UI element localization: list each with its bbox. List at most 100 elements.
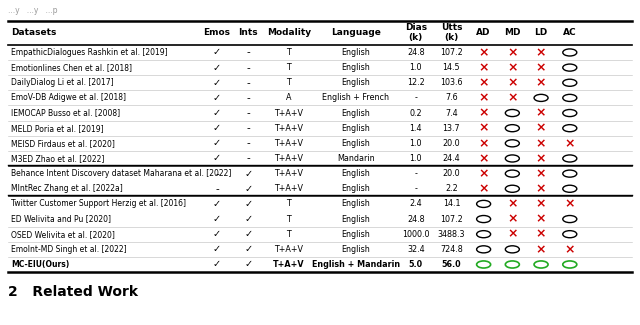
Text: ×: × xyxy=(507,61,518,74)
Text: EmoInt-MD Singh et al. [2022]: EmoInt-MD Singh et al. [2022] xyxy=(11,245,127,254)
Text: ×: × xyxy=(536,76,547,89)
Text: Mandarin: Mandarin xyxy=(337,154,374,163)
Text: T+A+V: T+A+V xyxy=(275,169,303,178)
Text: ✓: ✓ xyxy=(213,123,221,133)
Text: ✓: ✓ xyxy=(244,184,252,194)
Text: ✓: ✓ xyxy=(213,214,221,224)
Text: ×: × xyxy=(478,182,489,195)
Text: MEISD Firdaus et al. [2020]: MEISD Firdaus et al. [2020] xyxy=(11,139,115,148)
Text: MELD Poria et al. [2019]: MELD Poria et al. [2019] xyxy=(11,124,104,133)
Text: EmpathicDialogues Rashkin et al. [2019]: EmpathicDialogues Rashkin et al. [2019] xyxy=(11,48,168,57)
Text: -: - xyxy=(246,47,250,58)
Text: -: - xyxy=(415,93,417,102)
Text: 7.4: 7.4 xyxy=(445,109,458,118)
Text: ×: × xyxy=(564,243,575,256)
Text: 24.8: 24.8 xyxy=(407,214,425,224)
Text: OSED Welivita et al. [2020]: OSED Welivita et al. [2020] xyxy=(11,230,115,239)
Text: EmoV-DB Adigwe et al. [2018]: EmoV-DB Adigwe et al. [2018] xyxy=(11,93,126,102)
Text: ×: × xyxy=(536,152,547,165)
Text: ✓: ✓ xyxy=(213,93,221,103)
Text: ✓: ✓ xyxy=(244,244,252,254)
Text: ×: × xyxy=(507,228,518,241)
Text: 724.8: 724.8 xyxy=(440,245,463,254)
Text: 1.0: 1.0 xyxy=(410,139,422,148)
Text: 107.2: 107.2 xyxy=(440,214,463,224)
Text: Modality: Modality xyxy=(267,28,311,37)
Text: ✓: ✓ xyxy=(244,259,252,269)
Text: LD: LD xyxy=(534,28,548,37)
Text: English: English xyxy=(342,184,371,193)
Text: T: T xyxy=(287,63,291,72)
Text: -: - xyxy=(246,108,250,118)
Text: English: English xyxy=(342,169,371,178)
Text: 56.0: 56.0 xyxy=(442,260,461,269)
Text: 20.0: 20.0 xyxy=(443,139,460,148)
Text: ×: × xyxy=(536,46,547,59)
Text: -: - xyxy=(246,78,250,88)
Text: ×: × xyxy=(536,122,547,135)
Text: English: English xyxy=(342,245,371,254)
Text: ×: × xyxy=(478,107,489,120)
Text: 24.4: 24.4 xyxy=(443,154,460,163)
Text: ×: × xyxy=(536,167,547,180)
Text: ×: × xyxy=(478,137,489,150)
Text: -: - xyxy=(246,63,250,72)
Text: T: T xyxy=(287,214,291,224)
Text: T: T xyxy=(287,230,291,239)
Text: ×: × xyxy=(536,182,547,195)
Text: English: English xyxy=(342,63,371,72)
Text: English: English xyxy=(342,200,371,208)
Text: ×: × xyxy=(478,122,489,135)
Text: 0.2: 0.2 xyxy=(410,109,422,118)
Text: ×: × xyxy=(507,91,518,104)
Text: ✓: ✓ xyxy=(244,169,252,179)
Text: 107.2: 107.2 xyxy=(440,48,463,57)
Text: 1.0: 1.0 xyxy=(410,63,422,72)
Text: 2   Related Work: 2 Related Work xyxy=(8,285,138,299)
Text: ✓: ✓ xyxy=(213,244,221,254)
Text: ×: × xyxy=(478,167,489,180)
Text: MIntRec Zhang et al. [2022a]: MIntRec Zhang et al. [2022a] xyxy=(11,184,123,193)
Text: T+A+V: T+A+V xyxy=(275,139,303,148)
Text: T: T xyxy=(287,78,291,87)
Text: T+A+V: T+A+V xyxy=(275,109,303,118)
Text: 12.2: 12.2 xyxy=(407,78,425,87)
Text: T+A+V: T+A+V xyxy=(275,184,303,193)
Text: 24.8: 24.8 xyxy=(407,48,425,57)
Text: 1.0: 1.0 xyxy=(410,154,422,163)
Text: ×: × xyxy=(536,61,547,74)
Text: 1.4: 1.4 xyxy=(410,124,422,133)
Text: ×: × xyxy=(507,46,518,59)
Text: ×: × xyxy=(564,197,575,210)
Text: AC: AC xyxy=(563,28,577,37)
Text: English: English xyxy=(342,124,371,133)
Text: English: English xyxy=(342,230,371,239)
Text: English: English xyxy=(342,48,371,57)
Text: 3488.3: 3488.3 xyxy=(438,230,465,239)
Text: -: - xyxy=(415,169,417,178)
Text: ×: × xyxy=(536,243,547,256)
Text: English + Mandarin: English + Mandarin xyxy=(312,260,400,269)
Text: 32.4: 32.4 xyxy=(407,245,425,254)
Text: DailyDialog Li et al. [2017]: DailyDialog Li et al. [2017] xyxy=(11,78,113,87)
Text: -: - xyxy=(215,184,219,194)
Text: Dias
(k): Dias (k) xyxy=(404,23,427,42)
Text: ×: × xyxy=(478,61,489,74)
Text: A: A xyxy=(286,93,292,102)
Text: ×: × xyxy=(507,197,518,210)
Text: Behance Intent Discovery dataset Maharana et al. [2022]: Behance Intent Discovery dataset Maharan… xyxy=(11,169,231,178)
Text: Utts
(k): Utts (k) xyxy=(441,23,462,42)
Text: -: - xyxy=(415,184,417,193)
Text: 14.5: 14.5 xyxy=(443,63,460,72)
Text: Language: Language xyxy=(331,28,381,37)
Text: T+A+V: T+A+V xyxy=(273,260,305,269)
Text: ×: × xyxy=(507,213,518,226)
Text: ✓: ✓ xyxy=(213,108,221,118)
Text: ×: × xyxy=(536,197,547,210)
Text: Ints: Ints xyxy=(238,28,258,37)
Text: ...y   ...y   ...p: ...y ...y ...p xyxy=(8,6,57,15)
Text: English: English xyxy=(342,109,371,118)
Text: -: - xyxy=(246,93,250,103)
Text: Twitter Customer Support Herzig et al. [2016]: Twitter Customer Support Herzig et al. [… xyxy=(11,200,186,208)
Text: 14.1: 14.1 xyxy=(443,200,460,208)
